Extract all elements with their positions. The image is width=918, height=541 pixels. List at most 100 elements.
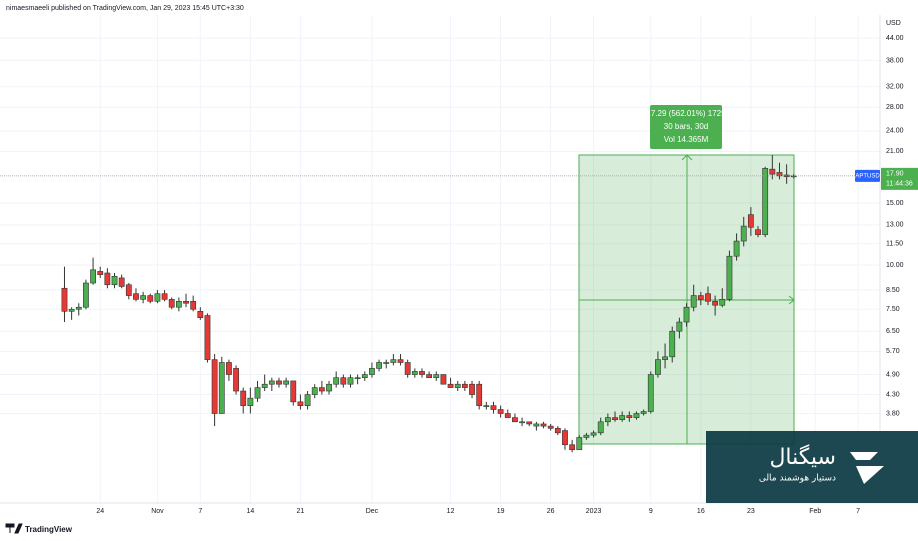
candle-body — [697, 295, 704, 300]
candle-body — [283, 380, 290, 385]
candle-body — [461, 383, 468, 388]
candle-body — [726, 255, 733, 300]
candle-body — [83, 282, 89, 308]
y-tick-label: 13.00 — [886, 222, 904, 229]
candle-body — [168, 299, 175, 308]
candle-body — [318, 387, 325, 392]
y-tick-label: 38.00 — [886, 57, 904, 64]
candle-body — [662, 356, 668, 360]
candle-body — [240, 390, 247, 406]
candle-body — [669, 330, 676, 358]
candle-body — [290, 380, 297, 403]
candle-body — [361, 374, 368, 378]
candle-body — [776, 172, 783, 177]
x-tick-label: Nov — [151, 508, 164, 515]
candle-body — [633, 413, 640, 418]
candle-body — [154, 293, 161, 302]
candle-body — [276, 380, 282, 385]
candle-body — [612, 417, 618, 420]
candle-body — [75, 306, 82, 310]
candle-body — [733, 240, 740, 257]
candle-body — [790, 175, 797, 178]
candle-body — [247, 397, 254, 406]
candle-body — [683, 306, 690, 323]
candle-body — [476, 383, 483, 406]
candle-body — [640, 411, 647, 414]
measure-label: 30 bars, 30d — [664, 122, 708, 131]
candle-body — [390, 359, 397, 363]
candle-body — [254, 387, 261, 399]
x-tick-label: 24 — [96, 508, 104, 515]
candle-body — [755, 229, 761, 235]
candle-body — [655, 359, 661, 375]
candle-body — [747, 214, 754, 228]
y-tick-label: 4.30 — [886, 391, 900, 398]
watermark-tagline: دستیار هوشمند مالی — [759, 474, 836, 484]
symbol-tag — [855, 169, 880, 182]
symbol-label: APTUSD — [855, 173, 880, 179]
y-tick-label: 11.50 — [886, 241, 903, 248]
watermark-logo — [850, 452, 884, 484]
candle-body — [183, 300, 189, 304]
candle-body — [140, 295, 147, 300]
candle-body — [383, 362, 390, 364]
candle-body — [218, 362, 225, 414]
candle-body — [404, 362, 411, 375]
x-tick-label: 19 — [497, 508, 505, 515]
y-tick-label: 6.50 — [886, 328, 900, 335]
candle-body — [311, 387, 318, 395]
candle-body — [547, 425, 554, 429]
y-tick-label: 8.50 — [886, 287, 900, 294]
x-tick-label: 26 — [547, 508, 555, 515]
candle-body — [226, 362, 232, 375]
x-tick-label: 16 — [697, 508, 705, 515]
candle-body — [583, 434, 590, 438]
y-tick-label: 15.00 — [886, 200, 904, 207]
x-tick-label: Dec — [366, 508, 379, 515]
x-tick-label: 23 — [747, 508, 755, 515]
candle-body — [125, 284, 132, 296]
candle-body — [676, 321, 683, 332]
y-tick-label: 5.70 — [886, 348, 900, 355]
y-tick-label: 28.00 — [886, 104, 904, 111]
candle-body — [161, 293, 168, 300]
x-tick-label: Feb — [809, 508, 821, 515]
candle-body — [333, 377, 340, 385]
candle-body — [447, 383, 454, 388]
candle-body — [740, 225, 747, 242]
candle-body — [369, 368, 375, 375]
candle-body — [90, 269, 96, 284]
candle-body — [626, 415, 633, 418]
candle-body — [233, 368, 239, 392]
candle-body — [604, 417, 611, 423]
candle-body — [469, 383, 475, 395]
candle-body — [133, 293, 139, 300]
x-tick-label: 7 — [198, 508, 202, 515]
x-tick-label: 7 — [856, 508, 860, 515]
x-tick-label: 14 — [246, 508, 254, 515]
candle-body — [190, 300, 197, 310]
candle-body — [204, 315, 211, 360]
candle-body — [118, 277, 125, 287]
price-tag — [881, 167, 918, 190]
candle-body — [197, 311, 204, 318]
y-tick-label: 44.00 — [886, 35, 904, 42]
candle-body — [175, 300, 182, 308]
grid-layer — [0, 15, 880, 503]
candle-body — [68, 308, 75, 312]
candle-body — [111, 275, 118, 286]
candle-body — [576, 437, 583, 451]
measure-label: Vol 14.365M — [664, 135, 709, 144]
candle-body — [304, 394, 311, 406]
candle-body — [705, 293, 711, 302]
candle-body — [569, 444, 576, 451]
candle-body — [540, 423, 547, 427]
candle-body — [419, 371, 425, 375]
candle-body — [483, 405, 490, 407]
candle-body — [104, 272, 111, 286]
candle-body — [61, 287, 68, 312]
watermark: سیگنال دستیار هوشمند مالی — [706, 431, 918, 503]
candle-body — [397, 359, 404, 363]
